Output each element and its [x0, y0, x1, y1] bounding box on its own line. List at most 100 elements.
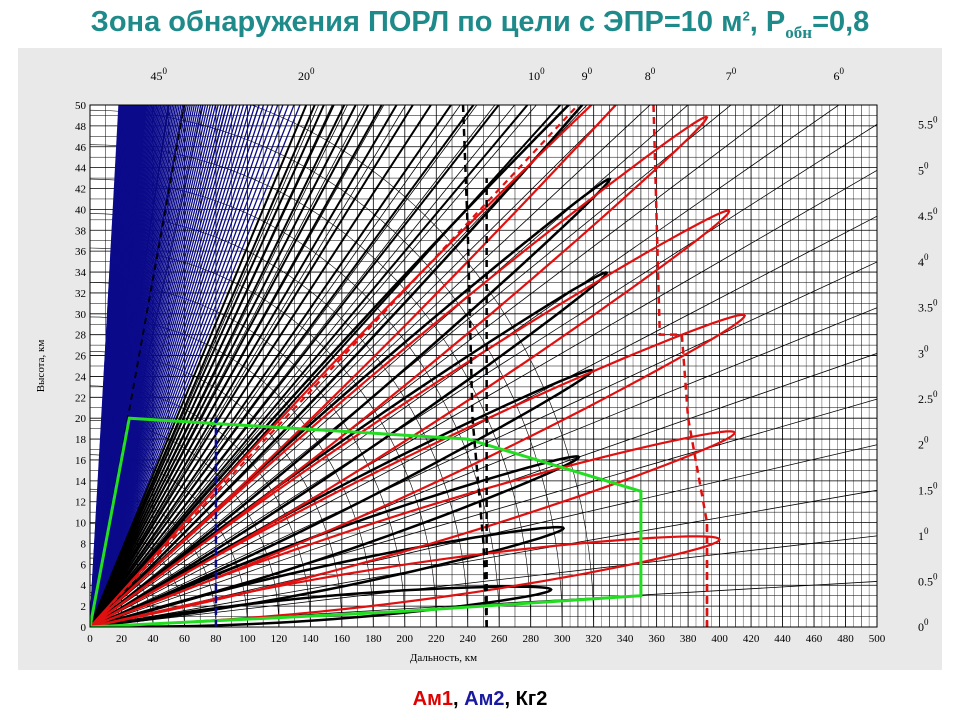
y-tick-label: 12	[75, 497, 86, 509]
y-tick-label: 16	[75, 455, 87, 467]
black-lobe	[90, 271, 609, 627]
degree-sign: 0	[310, 66, 315, 76]
blue-ray	[90, 105, 274, 627]
black-ray	[90, 105, 308, 627]
elevation-ray	[90, 398, 877, 627]
x-tick-label: 280	[522, 633, 539, 645]
x-tick-label: 0	[87, 633, 93, 645]
degree-sign: 0	[933, 389, 938, 399]
y-tick-label: 10	[75, 518, 87, 530]
top-angle-label: 450	[150, 66, 167, 83]
right-angle-label: 00	[918, 617, 929, 634]
y-tick-label: 24	[75, 371, 87, 383]
x-tick-label: 380	[680, 633, 697, 645]
y-tick-label: 18	[75, 434, 87, 446]
black-ray	[90, 105, 475, 627]
degree-sign: 0	[162, 66, 167, 76]
degree-sign: 0	[924, 252, 929, 262]
y-tick-label: 38	[75, 225, 87, 237]
black-ray	[90, 105, 335, 627]
y-tick-label: 36	[75, 246, 87, 258]
degree-sign: 0	[924, 435, 929, 445]
elevation-ray	[90, 124, 877, 627]
degree-sign: 0	[933, 480, 938, 490]
y-tick-label: 46	[75, 142, 87, 154]
x-tick-label: 320	[585, 633, 602, 645]
y-tick-label: 2	[81, 601, 87, 613]
x-tick-label: 100	[239, 633, 256, 645]
black-ray	[90, 105, 452, 627]
degree-sign: 0	[924, 526, 929, 536]
right-angle-label: 5.50	[918, 114, 938, 131]
range-arc	[250, 105, 594, 627]
x-tick-label: 400	[711, 633, 728, 645]
blue-ray	[90, 105, 279, 627]
blue-ray	[90, 105, 289, 627]
top-angle-label: 90	[582, 66, 593, 83]
black-ray	[90, 105, 383, 627]
y-tick-label: 48	[75, 121, 87, 133]
x-tick-label: 440	[774, 633, 791, 645]
black-lobe	[90, 105, 584, 627]
blue-ray	[90, 105, 260, 627]
black-ray	[90, 105, 432, 627]
black-lobe	[90, 455, 581, 627]
black-ray	[90, 105, 370, 627]
legend-item: Кг2	[515, 688, 548, 710]
degree-sign: 0	[840, 66, 845, 76]
black-dashed-boundary	[461, 105, 488, 627]
right-angle-label: 4.50	[918, 206, 938, 223]
red-lobe	[90, 430, 737, 627]
elevation-ray	[90, 105, 588, 627]
blue-ray	[90, 105, 295, 627]
right-angle-label: 50	[918, 160, 929, 177]
elevation-ray	[90, 105, 732, 627]
black-lobe	[90, 525, 566, 627]
elevation-ray	[90, 535, 877, 627]
black-ray	[90, 105, 529, 627]
red-lobe	[90, 115, 709, 627]
right-angle-label: 30	[918, 343, 929, 360]
black-ray	[90, 105, 346, 627]
degree-sign: 0	[651, 66, 656, 76]
blue-fill	[90, 105, 147, 627]
right-angle-label: 20	[918, 435, 929, 452]
y-tick-label: 26	[75, 351, 87, 363]
degree-sign: 0	[933, 206, 938, 216]
elevation-ray	[90, 105, 461, 627]
y-tick-label: 44	[75, 163, 87, 175]
x-tick-label: 80	[210, 633, 222, 645]
x-tick-label: 40	[147, 633, 159, 645]
black-ray	[90, 105, 398, 627]
y-tick-label: 6	[81, 559, 87, 571]
y-axis-title: Высота, км	[35, 340, 47, 393]
blue-ray	[90, 105, 269, 627]
legend-item: Ам1	[412, 688, 454, 710]
degree-sign: 0	[540, 66, 545, 76]
y-tick-label: 4	[81, 580, 87, 592]
degree-sign: 0	[933, 114, 938, 124]
legend-item: Ам2	[464, 688, 505, 710]
right-angle-label: 2.50	[918, 389, 938, 406]
plot-border	[89, 104, 878, 628]
x-axis-title: Дальность, км	[410, 652, 477, 664]
elevation-ray	[90, 307, 877, 627]
elevation-ray	[90, 105, 516, 627]
red-lobe	[90, 209, 731, 627]
legend-separator: ,	[453, 688, 465, 710]
y-tick-label: 22	[75, 392, 86, 404]
x-tick-label: 180	[365, 633, 382, 645]
red-dashed-ray	[90, 105, 579, 627]
chart-title: Зона обнаружения ПОРЛ по цели с ЭПР=10 м…	[0, 6, 960, 43]
y-tick-label: 32	[75, 288, 86, 300]
black-lobe	[90, 177, 612, 627]
black-ray	[90, 105, 500, 627]
elevation-ray	[90, 489, 877, 627]
blue-series-group	[90, 105, 307, 627]
degree-sign: 0	[588, 66, 593, 76]
elevation-ray	[90, 105, 406, 627]
degree-sign: 0	[732, 66, 737, 76]
title-main: Зона обнаружения ПОРЛ по цели с ЭПР=10 м	[90, 6, 743, 38]
degree-sign: 0	[933, 298, 938, 308]
